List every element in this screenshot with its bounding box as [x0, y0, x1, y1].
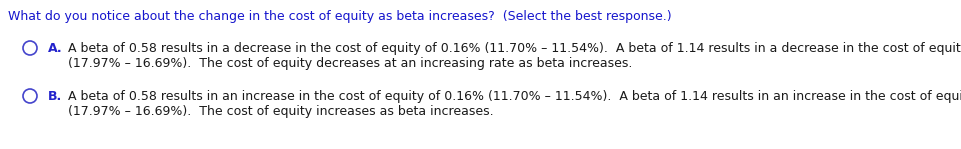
Text: A.: A.	[48, 42, 62, 55]
Text: B.: B.	[48, 90, 62, 103]
Text: A beta of 0.58 results in an increase in the cost of equity of 0.16% (11.70% – 1: A beta of 0.58 results in an increase in…	[68, 90, 961, 103]
Text: What do you notice about the change in the cost of equity as beta increases?  (S: What do you notice about the change in t…	[8, 10, 671, 23]
Text: A beta of 0.58 results in a decrease in the cost of equity of 0.16% (11.70% – 11: A beta of 0.58 results in a decrease in …	[68, 42, 961, 55]
Text: (17.97% – 16.69%).  The cost of equity increases as beta increases.: (17.97% – 16.69%). The cost of equity in…	[68, 105, 493, 118]
Text: (17.97% – 16.69%).  The cost of equity decreases at an increasing rate as beta i: (17.97% – 16.69%). The cost of equity de…	[68, 57, 631, 70]
